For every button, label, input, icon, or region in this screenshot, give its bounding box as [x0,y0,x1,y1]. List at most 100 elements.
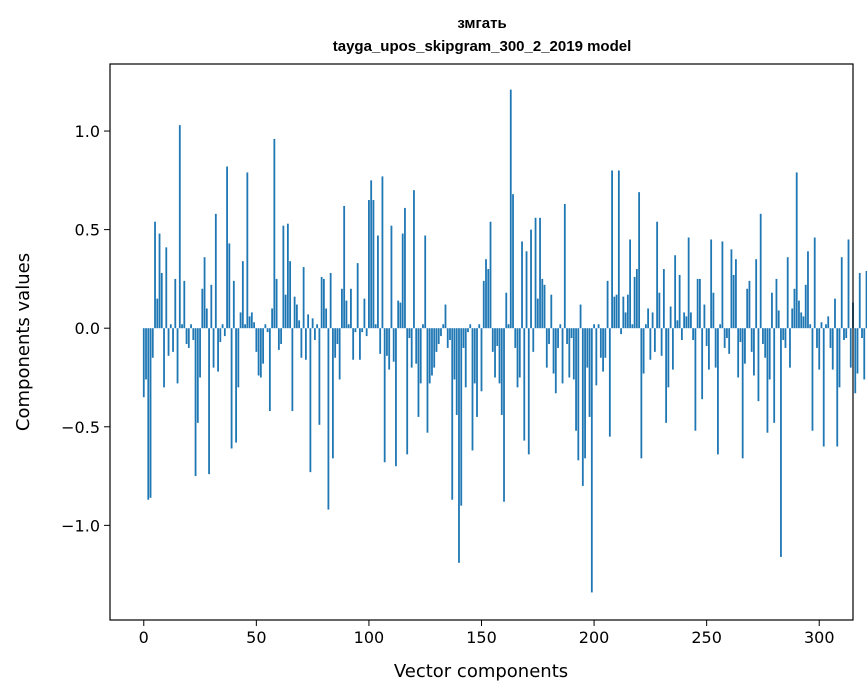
bar-168 [521,241,523,329]
bar-135 [446,328,449,348]
bar-153 [487,269,490,329]
bar-57 [271,308,274,329]
bar-166 [516,328,519,388]
bar-76 [313,328,316,341]
bar-58 [273,138,276,329]
bar-120 [413,190,415,329]
x-tick-label: 300 [804,628,835,647]
bar-10 [165,247,168,329]
bar-90 [345,300,348,329]
bar-304 [827,316,830,329]
bar-16 [178,125,181,329]
bar-285 [784,328,787,348]
bar-276 [764,328,767,358]
bar-272 [755,259,758,329]
bar-122 [417,328,420,417]
bar-56 [268,328,271,412]
bar-222 [642,328,645,374]
bar-163 [509,89,512,329]
bar-216 [629,239,631,329]
bar-241 [685,316,688,329]
bar-47 [248,316,251,329]
bar-185 [559,324,562,329]
bar-115 [401,233,404,329]
bar-186 [561,328,564,384]
y-tick-label: 0.5 [75,221,100,240]
bar-182 [552,328,555,374]
bar-92 [350,288,352,329]
bar-31 [212,328,215,368]
bar-18 [183,280,186,329]
bar-141 [460,328,463,506]
x-axis-ticks: 0 50 100 150 200 250 300 [139,620,835,647]
bar-224 [647,308,650,329]
bar-1 [145,328,147,380]
bar-131 [437,328,440,344]
bar-73 [307,314,310,329]
bar-72 [304,328,307,360]
bar-48 [250,312,253,329]
bar-89 [343,205,346,329]
bar-14 [174,278,177,329]
bar-198 [588,328,591,417]
bar-46 [246,172,249,329]
bar-37 [226,166,228,329]
bar-129 [433,328,436,368]
bar-261 [730,249,733,329]
bar-282 [777,310,780,329]
bar-310 [840,257,843,329]
bar-189 [568,328,571,378]
bar-11 [167,328,170,356]
x-axis-label: Vector components [394,661,568,682]
bar-228 [656,221,659,329]
bar-149 [478,324,481,329]
bar-231 [662,269,665,329]
bar-17 [181,324,183,329]
bar-62 [282,225,285,329]
bar-85 [334,328,337,358]
bar-66 [291,328,294,412]
bar-82 [327,328,330,510]
bar-121 [415,328,418,364]
bar-114 [399,302,402,329]
bar-243 [689,312,692,329]
bar-39 [230,328,233,449]
bar-0 [142,328,145,398]
bar-303 [825,324,827,329]
bar-41 [235,328,237,443]
bar-298 [813,237,816,329]
bar-207 [608,328,611,437]
bar-94 [354,328,357,333]
bar-123 [419,328,422,384]
bar-170 [525,251,528,329]
bar-237 [676,320,679,329]
bar-156 [494,328,496,378]
bar-208 [611,170,613,329]
bar-107 [383,328,386,463]
bar-97 [361,328,364,333]
bar-268 [746,288,749,329]
bar-309 [838,328,841,388]
bar-194 [579,304,582,329]
bar-312 [845,328,848,339]
bar-19 [185,328,188,344]
bar-235 [671,328,674,370]
bar-187 [563,203,566,329]
bar-175 [536,298,539,329]
bar-22 [192,328,195,341]
bar-81 [325,308,328,329]
bar-35 [221,324,224,329]
bar-169 [523,328,526,441]
bar-53 [262,328,264,364]
bar-151 [482,280,485,329]
bar-178 [543,284,546,329]
bar-154 [489,221,492,329]
bar-274 [759,213,762,329]
bar-256 [719,324,722,329]
bar-20 [187,328,190,348]
bar-103 [374,324,377,329]
bar-190 [570,328,573,339]
bar-308 [836,328,839,447]
bar-264 [737,328,740,378]
